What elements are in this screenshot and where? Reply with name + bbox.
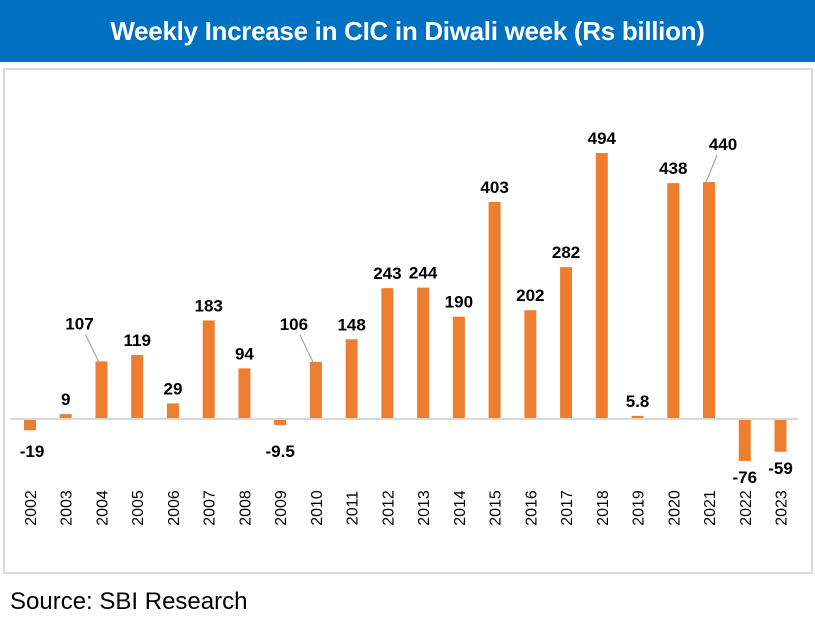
x-tick-labels-group: 2002 2003 2004 2005 2006 2007 2008 2009 2010 2011… — [23, 490, 791, 526]
bar-2008 — [238, 368, 251, 419]
data-label-2023: -59 — [768, 459, 793, 478]
data-label-2005: 119 — [123, 331, 150, 350]
x-tick-2012: 2012 — [380, 490, 397, 526]
bar-2014 — [452, 316, 465, 419]
x-tick-2005: 2005 — [130, 490, 147, 526]
bar-2006 — [166, 403, 179, 419]
data-label-2020: 438 — [659, 159, 687, 178]
data-label-2006: 29 — [163, 379, 182, 398]
data-label-2008: 94 — [235, 344, 254, 363]
leader-line-2004 — [84, 334, 100, 362]
x-tick-2018: 2018 — [595, 490, 612, 526]
data-label-2018: 494 — [588, 129, 617, 148]
x-tick-2023: 2023 — [774, 490, 791, 526]
data-label-2010: 106 — [280, 315, 308, 334]
bar-2003 — [59, 414, 72, 419]
data-label-2003: 9 — [61, 390, 70, 409]
bar-2019 — [631, 415, 644, 419]
data-label-2016: 202 — [516, 286, 544, 305]
x-tick-2009: 2009 — [273, 490, 290, 526]
leader-line-2021 — [705, 154, 718, 183]
chart-title: Weekly Increase in CIC in Diwali week (R… — [0, 0, 815, 62]
bar-2010 — [309, 361, 322, 419]
bar-2004 — [95, 361, 108, 419]
bar-2009 — [274, 420, 287, 426]
bars-group — [24, 153, 787, 461]
bar-2022 — [738, 420, 751, 461]
bar-2012 — [381, 288, 394, 419]
data-label-2014: 190 — [445, 293, 473, 312]
data-label-2021: 440 — [709, 135, 737, 154]
x-tick-2007: 2007 — [202, 490, 219, 526]
x-tick-2010: 2010 — [309, 490, 326, 526]
bar-2015 — [488, 202, 501, 419]
leader-lines-group — [84, 154, 718, 363]
data-label-2002: -19 — [20, 442, 45, 461]
x-tick-2002: 2002 — [23, 490, 40, 526]
x-tick-2017: 2017 — [559, 490, 576, 526]
data-label-2017: 282 — [552, 243, 580, 262]
leader-line-2010 — [299, 334, 314, 363]
bar-2021 — [703, 182, 716, 419]
bar-2005 — [131, 354, 144, 419]
bar-2023 — [774, 420, 787, 452]
data-label-2015: 403 — [480, 178, 508, 197]
x-tick-2003: 2003 — [59, 490, 76, 526]
x-tick-2006: 2006 — [166, 490, 183, 526]
x-tick-2013: 2013 — [416, 490, 433, 526]
bar-2017 — [560, 267, 573, 419]
x-tick-2020: 2020 — [666, 490, 683, 526]
data-labels-group: -19 9 107 119 29 183 94 -9.5 106 148 243 244 190 403 2… — [20, 129, 793, 487]
bar-2011 — [345, 339, 358, 419]
bar-2020 — [667, 183, 680, 419]
x-tick-2011: 2011 — [345, 491, 362, 526]
data-label-2022: -76 — [732, 468, 757, 487]
source-note: Source: SBI Research — [10, 588, 248, 615]
x-tick-2004: 2004 — [94, 490, 111, 526]
x-tick-2015: 2015 — [488, 490, 505, 526]
data-label-2012: 243 — [373, 264, 401, 283]
data-label-2011: 148 — [337, 315, 365, 334]
bar-2007 — [202, 320, 215, 419]
data-label-2004: 107 — [65, 314, 93, 333]
x-tick-2014: 2014 — [452, 490, 469, 526]
data-label-2009: -9.5 — [266, 442, 295, 461]
x-tick-2021: 2021 — [702, 490, 719, 526]
x-tick-2022: 2022 — [738, 490, 755, 526]
data-label-2013: 244 — [409, 264, 438, 283]
bar-2013 — [417, 287, 430, 419]
bar-2016 — [524, 310, 537, 419]
data-label-2019: 5.8 — [626, 392, 650, 411]
x-tick-2016: 2016 — [523, 490, 540, 526]
bar-2018 — [595, 153, 608, 419]
x-tick-2019: 2019 — [631, 490, 648, 526]
bar-2002 — [24, 420, 36, 431]
data-label-2007: 183 — [195, 296, 223, 315]
x-tick-2008: 2008 — [237, 490, 254, 526]
